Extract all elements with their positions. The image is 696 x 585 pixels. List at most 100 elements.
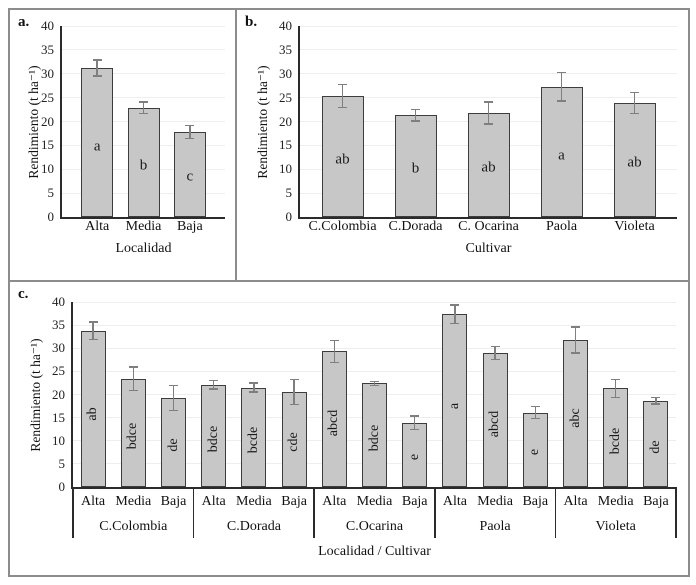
x-category-label: Baja [522, 494, 549, 509]
significance-letter: de [647, 439, 663, 454]
error-bar-cap [410, 428, 420, 431]
panel-letter-label: c. [18, 286, 29, 302]
error-bar-cap [484, 101, 493, 103]
error-bar-line [293, 379, 295, 405]
y-tick-label: 25 [41, 89, 54, 105]
x-category-label: C.Dorada [388, 219, 443, 234]
y-tick-label: 35 [52, 317, 65, 333]
error-bar-line [655, 397, 657, 405]
error-bar-cap [571, 352, 580, 354]
error-bar-cap [88, 338, 98, 341]
bar [201, 384, 227, 487]
significance-letter: bdce [205, 425, 221, 453]
gridline [73, 324, 676, 326]
error-bar-line [414, 109, 417, 122]
error-bar-cap [329, 361, 339, 364]
error-bar-cap [209, 388, 219, 390]
error-bar-cap [450, 322, 460, 325]
x-axis-line [71, 487, 676, 489]
gridline [73, 370, 676, 372]
x-category-label: Media [125, 219, 162, 234]
x-axis-line [60, 217, 225, 219]
x-axis-title: Localidad [115, 241, 172, 256]
error-bar-cap [289, 403, 299, 406]
bar [120, 378, 146, 487]
error-bar-cap [139, 112, 148, 115]
y-tick-label: 0 [285, 209, 293, 224]
significance-letter: ab [335, 151, 350, 168]
error-bar-cap [338, 106, 347, 109]
error-bar-cap [92, 75, 102, 77]
error-bar-cap [128, 366, 138, 368]
panel-letter-label: b. [245, 14, 258, 30]
panel-letter-label: a. [18, 14, 30, 30]
gridline [300, 49, 677, 51]
significance-letter: abcd [487, 410, 503, 438]
significance-letter: bcde [245, 427, 261, 454]
error-bar-cap [92, 59, 102, 61]
x-category-label: Baja [177, 219, 203, 234]
bar [540, 86, 583, 217]
error-bar-cap [530, 405, 540, 408]
group-separator-line [434, 487, 436, 538]
y-tick-label: 20 [279, 113, 292, 129]
y-tick-label: 20 [52, 386, 65, 402]
error-bar-cap [411, 120, 420, 122]
error-bar-cap [185, 124, 195, 127]
significance-letter: e [527, 448, 543, 456]
error-bar-cap [329, 339, 339, 342]
panel-a-localidad-chart: a. Rendimiento (t ha⁻¹) 0 5 10 15 20 25 30 35 40 a A… [10, 10, 237, 280]
x-category-label: Media [597, 494, 634, 509]
y-tick-label: 15 [41, 137, 54, 153]
error-bar-line [487, 101, 490, 124]
y-tick-label: 15 [279, 137, 292, 153]
significance-letter: de [165, 438, 181, 452]
x-group-label: C.Colombia [99, 519, 168, 534]
error-bar-cap [88, 321, 98, 323]
error-bar-cap [484, 123, 493, 125]
x-category-label: Alta [81, 494, 106, 509]
y-tick-label: 40 [52, 294, 65, 309]
x-category-label: Alta [322, 494, 347, 509]
x-axis-line [298, 217, 677, 219]
error-bar-cap [249, 382, 259, 384]
error-bar-cap [139, 101, 148, 103]
significance-letter: ab [85, 406, 101, 421]
bar [467, 112, 510, 217]
bar [442, 314, 468, 487]
x-category-label: Alta [563, 494, 588, 509]
x-category-label: Baja [160, 494, 187, 509]
error-bar-line [333, 340, 336, 363]
error-bar-cap [370, 384, 379, 386]
x-category-label: Media [236, 494, 272, 509]
bar [80, 330, 106, 487]
y-tick-label: 15 [52, 409, 65, 425]
x-category-label: Media [115, 494, 152, 509]
error-bar-cap [411, 108, 420, 111]
group-separator-line [675, 487, 677, 538]
y-tick-label: 40 [41, 18, 54, 33]
significance-letter: e [406, 453, 422, 460]
x-category-label: Paola [545, 219, 578, 234]
error-bar-cap [338, 83, 347, 86]
x-category-label: Alta [85, 219, 110, 234]
error-bar-cap [128, 389, 138, 392]
error-bar-line [253, 382, 255, 393]
y-tick-label: 10 [52, 432, 65, 448]
x-category-label: Baja [281, 494, 307, 509]
bar [321, 96, 364, 217]
bar [394, 115, 437, 217]
error-bar-cap [530, 417, 540, 420]
y-tick-label: 30 [52, 340, 65, 356]
significance-letter: a [93, 138, 101, 155]
gridline [62, 25, 225, 27]
group-separator-line [72, 487, 74, 538]
significance-letter: b [411, 160, 420, 177]
error-bar-line [633, 92, 636, 114]
significance-letter: cde [286, 432, 302, 453]
significance-letter: ab [627, 154, 642, 171]
significance-letter: a [558, 147, 565, 164]
figure-frame: a. Rendimiento (t ha⁻¹) 0 5 10 15 20 25 30 35 40 a A… [8, 8, 690, 577]
x-category-label: Baja [401, 494, 428, 509]
error-bar-cap [169, 409, 178, 412]
